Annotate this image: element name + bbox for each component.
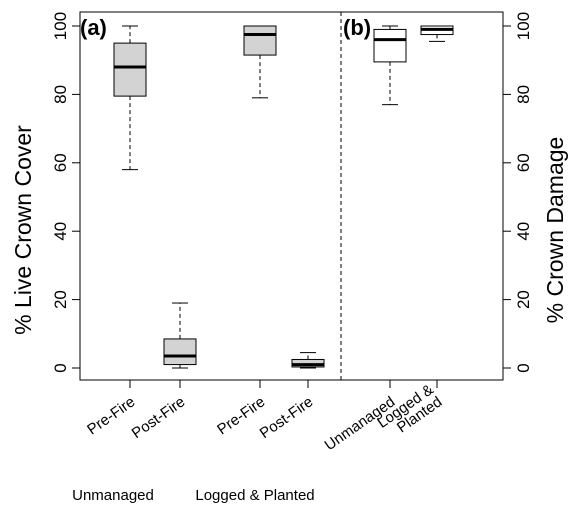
plot-border (79, 11, 504, 381)
y-tick-label-right: 0 (514, 363, 533, 372)
x-category-label-line: Post-Fire (129, 393, 189, 442)
y-tick-label-left: 40 (51, 222, 70, 241)
group-label-unmanaged: Unmanaged (72, 487, 154, 504)
boxes-layer (113, 25, 454, 369)
y-tick-label-left: 100 (51, 12, 70, 40)
iqr-box (373, 28, 407, 63)
y-axis-left-title: % Live Crown Cover (10, 125, 36, 335)
box-a-2 (163, 302, 197, 369)
x-category-label-line: Post-Fire (257, 393, 317, 442)
y-tick-label-right: 60 (514, 153, 533, 172)
box-b-1 (373, 25, 407, 106)
x-category-label: Logged &Planted (374, 381, 445, 444)
group-label-logged-planted: Logged & Planted (195, 487, 314, 504)
iqr-box (113, 42, 147, 97)
y-tick-label-right: 40 (514, 222, 533, 241)
y-tick-label-right: 20 (514, 290, 533, 309)
y-tick-label-left: 60 (51, 153, 70, 172)
y-tick-label-left: 0 (51, 363, 70, 372)
panel-a-label: (a) (80, 15, 107, 40)
box-b-2 (420, 25, 454, 42)
y-tick-label-left: 80 (51, 85, 70, 104)
box-a-4 (291, 352, 325, 369)
y-tick-label-right: 80 (514, 85, 533, 104)
y-tick-label-right: 100 (514, 12, 533, 40)
axes-layer: 0 0 20 20 40 40 60 60 80 80 100 100 (51, 12, 533, 388)
x-category-label: Post-Fire (129, 393, 189, 442)
box-a-3 (243, 25, 277, 99)
iqr-box (243, 25, 277, 56)
panel-b-label: (b) (343, 15, 371, 40)
box-a-1 (113, 25, 147, 171)
plot-frame-layer (79, 11, 504, 381)
y-axis-right-title: % Crown Damage (542, 137, 568, 324)
x-category-label: Post-Fire (257, 393, 317, 442)
iqr-box (163, 338, 197, 366)
y-tick-label-left: 20 (51, 290, 70, 309)
